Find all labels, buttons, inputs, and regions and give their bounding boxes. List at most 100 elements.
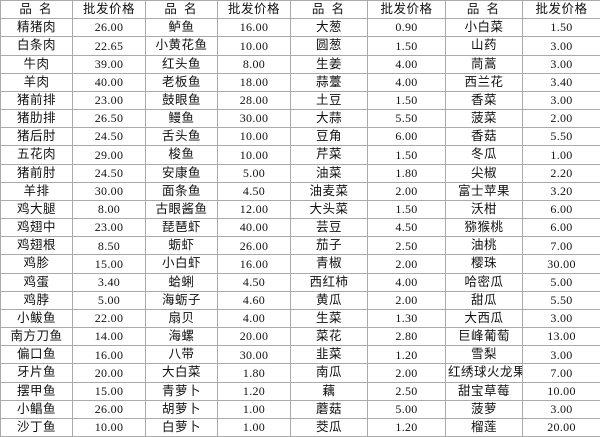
cell-wholesale-price: 24.50 [73, 128, 146, 146]
cell-product-name: 小鲅鱼 [1, 309, 73, 327]
cell-product-name: 雪梨 [446, 346, 523, 364]
cell-product-name: 鸡翅中 [1, 219, 73, 237]
cell-wholesale-price: 2.20 [523, 164, 600, 182]
cell-wholesale-price: 3.20 [523, 182, 600, 200]
cell-product-name: 油菜 [291, 164, 368, 182]
cell-wholesale-price: 30.00 [218, 346, 291, 364]
cell-product-name: 猪肋排 [1, 110, 73, 128]
cell-wholesale-price: 20.00 [523, 418, 600, 436]
cell-product-name: 红头鱼 [146, 55, 218, 73]
cell-wholesale-price: 1.50 [368, 91, 446, 109]
cell-product-name: 榴莲 [446, 418, 523, 436]
cell-wholesale-price: 3.00 [523, 309, 600, 327]
cell-wholesale-price: 8.00 [73, 200, 146, 218]
cell-wholesale-price: 2.00 [368, 182, 446, 200]
cell-product-name: 八带 [146, 346, 218, 364]
cell-product-name: 琵琶虾 [146, 219, 218, 237]
cell-wholesale-price: 15.00 [73, 255, 146, 273]
cell-wholesale-price: 4.50 [218, 273, 291, 291]
cell-wholesale-price: 23.00 [73, 91, 146, 109]
cell-product-name: 红绣球火龙果 [446, 364, 523, 382]
cell-wholesale-price: 1.50 [368, 200, 446, 218]
cell-wholesale-price: 40.00 [218, 219, 291, 237]
cell-product-name: 猪前肘 [1, 164, 73, 182]
cell-product-name: 菜花 [291, 328, 368, 346]
cell-wholesale-price: 1.50 [368, 146, 446, 164]
cell-product-name: 茄子 [291, 237, 368, 255]
header-price-3: 批发价格 [368, 1, 446, 19]
cell-wholesale-price: 4.00 [218, 309, 291, 327]
cell-product-name: 鼓眼鱼 [146, 91, 218, 109]
cell-product-name: 面条鱼 [146, 182, 218, 200]
cell-product-name: 芹菜 [291, 146, 368, 164]
cell-wholesale-price: 4.60 [218, 291, 291, 309]
cell-product-name: 羊排 [1, 182, 73, 200]
cell-product-name: 偏口鱼 [1, 346, 73, 364]
cell-product-name: 小鲳鱼 [1, 400, 73, 418]
header-name-4: 品 名 [446, 1, 523, 19]
cell-wholesale-price: 7.00 [523, 364, 600, 382]
cell-product-name: 鸡翅根 [1, 237, 73, 255]
cell-wholesale-price: 4.00 [368, 55, 446, 73]
cell-product-name: 南瓜 [291, 364, 368, 382]
cell-product-name: 梭鱼 [146, 146, 218, 164]
cell-wholesale-price: 4.00 [368, 273, 446, 291]
cell-wholesale-price: 0.90 [368, 19, 446, 37]
cell-product-name: 沃柑 [446, 200, 523, 218]
cell-product-name: 油桃 [446, 237, 523, 255]
cell-wholesale-price: 4.00 [368, 73, 446, 91]
cell-wholesale-price: 1.50 [368, 37, 446, 55]
header-price-1: 批发价格 [73, 1, 146, 19]
cell-product-name: 菠菜 [446, 110, 523, 128]
cell-wholesale-price: 10.00 [523, 382, 600, 400]
cell-product-name: 芸豆 [291, 219, 368, 237]
cell-product-name: 鸡脖 [1, 291, 73, 309]
cell-wholesale-price: 5.00 [73, 291, 146, 309]
cell-wholesale-price: 40.00 [73, 73, 146, 91]
table-header: 品 名 批发价格 品 名 批发价格 品 名 批发价格 品 名 批发价格 [1, 1, 600, 19]
cell-wholesale-price: 1.20 [218, 382, 291, 400]
cell-product-name: 小白虾 [146, 255, 218, 273]
cell-wholesale-price: 2.50 [368, 237, 446, 255]
cell-wholesale-price: 20.00 [73, 364, 146, 382]
cell-product-name: 蛤蜊 [146, 273, 218, 291]
cell-product-name: 圆葱 [291, 37, 368, 55]
cell-wholesale-price: 4.50 [368, 219, 446, 237]
cell-product-name: 鸡蛋 [1, 273, 73, 291]
cell-product-name: 冬瓜 [446, 146, 523, 164]
cell-product-name: 西兰花 [446, 73, 523, 91]
cell-wholesale-price: 29.00 [73, 146, 146, 164]
cell-product-name: 海蛎子 [146, 291, 218, 309]
cell-wholesale-price: 6.00 [523, 200, 600, 218]
cell-product-name: 大头菜 [291, 200, 368, 218]
cell-product-name: 山药 [446, 37, 523, 55]
cell-wholesale-price: 12.00 [218, 200, 291, 218]
cell-product-name: 羊肉 [1, 73, 73, 91]
cell-wholesale-price: 16.00 [218, 19, 291, 37]
cell-wholesale-price: 2.00 [368, 364, 446, 382]
cell-product-name: 鸡胗 [1, 255, 73, 273]
header-name-2: 品 名 [146, 1, 218, 19]
cell-wholesale-price: 30.00 [523, 255, 600, 273]
cell-product-name: 富士苹果 [446, 182, 523, 200]
cell-product-name: 南方刀鱼 [1, 328, 73, 346]
cell-product-name: 五花肉 [1, 146, 73, 164]
cell-wholesale-price: 3.00 [523, 91, 600, 109]
cell-wholesale-price: 10.00 [218, 37, 291, 55]
cell-product-name: 摆甲鱼 [1, 382, 73, 400]
cell-wholesale-price: 14.00 [73, 328, 146, 346]
cell-product-name: 大西瓜 [446, 309, 523, 327]
